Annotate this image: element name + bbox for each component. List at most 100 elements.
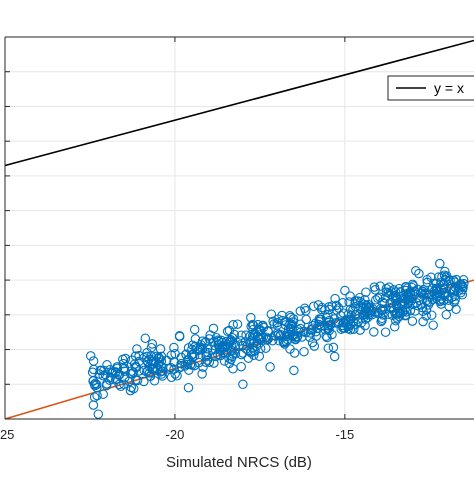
scatter-point: [220, 340, 230, 351]
scatter-point: [378, 310, 388, 320]
scatter-point: [293, 325, 303, 335]
scatter-point: [209, 358, 219, 368]
scatter-point: [119, 363, 130, 373]
scatter-point: [208, 323, 219, 334]
legend-label-identity: y = x: [434, 80, 464, 96]
scatter-point: [140, 333, 151, 344]
scatter-point: [254, 325, 265, 336]
scatter-point: [88, 364, 99, 375]
scatter-point: [85, 351, 96, 361]
scatter-point: [156, 351, 167, 362]
scatter-point: [316, 304, 327, 315]
x-tick-label: -15: [335, 427, 354, 442]
scatter-point: [448, 285, 459, 296]
scatter-point: [440, 275, 451, 285]
scatter-point: [361, 302, 372, 312]
scatter-point: [182, 359, 193, 370]
scatter-point: [330, 293, 340, 304]
scatter-point: [337, 298, 348, 308]
scatter-point: [345, 291, 355, 301]
scatter-point: [273, 314, 283, 324]
grid-lines: [4, 37, 474, 419]
scatter-point: [323, 320, 333, 330]
scatter-point: [308, 301, 319, 312]
scatter-point: [289, 365, 299, 376]
scatter-point: [251, 341, 262, 351]
scatter-point: [238, 379, 248, 390]
scatter-point: [174, 331, 185, 341]
scatter-point: [214, 340, 224, 350]
scatter-point: [156, 366, 167, 376]
scatter-point: [114, 379, 124, 390]
scatter-point: [90, 380, 100, 391]
scatter-point: [297, 332, 307, 342]
scatter-point: [295, 306, 306, 316]
scatter-point: [449, 297, 459, 307]
scatter-point: [183, 382, 194, 393]
scatter-point: [323, 343, 334, 353]
scatter-point: [278, 337, 289, 348]
scatter-point: [391, 296, 401, 306]
scatter-point: [295, 327, 306, 337]
scatter-point: [288, 314, 299, 324]
scatter-point: [439, 287, 450, 298]
scatter-point: [361, 287, 371, 297]
scatter-point: [210, 351, 221, 362]
scatter-point: [213, 335, 223, 345]
scatter-point: [155, 344, 166, 354]
scatter-point: [234, 340, 245, 350]
scatter-point: [118, 358, 129, 369]
scatter-point: [265, 362, 275, 372]
scatter-point: [253, 330, 264, 340]
scatter-point: [166, 372, 177, 383]
scatter-point: [139, 365, 150, 376]
identity-line: [4, 39, 474, 167]
scatter-point: [383, 287, 393, 298]
scatter-point: [243, 353, 254, 363]
scatter-point: [407, 316, 418, 326]
scatter-point: [105, 372, 116, 383]
scatter-point: [418, 306, 428, 317]
scatter-point: [98, 389, 108, 399]
scatter-point: [169, 342, 179, 353]
scatter-point: [277, 315, 288, 326]
scatter-point: [360, 306, 370, 317]
scatter-point: [407, 282, 417, 293]
scatter-point: [301, 306, 311, 316]
scatter-point: [236, 330, 247, 341]
scatter-point: [340, 285, 350, 296]
scatter-point: [213, 349, 223, 360]
scatter-point: [422, 277, 433, 288]
scatter-point: [281, 336, 291, 346]
axes: -25 -20 -15: [0, 36, 474, 442]
scatter-point: [345, 325, 356, 335]
scatter-point: [459, 278, 469, 289]
scatter-point: [414, 268, 424, 279]
scatter-point: [202, 355, 213, 365]
scatter-point: [323, 309, 333, 320]
scatter-point: [306, 325, 317, 335]
scatter-point: [92, 382, 102, 393]
scatter-point: [134, 350, 144, 361]
scatter-point: [120, 353, 131, 364]
scatter-point: [268, 316, 278, 327]
scatter-point: [225, 335, 236, 346]
scatter-point: [289, 348, 300, 358]
scatter-point: [360, 294, 370, 305]
scatter-point: [176, 362, 186, 372]
scatter-point: [181, 349, 191, 360]
scatter-point: [458, 275, 469, 285]
scatter-point: [176, 352, 187, 363]
scatter-point: [436, 277, 446, 288]
scatter-point: [189, 360, 200, 371]
scatter-point: [397, 298, 408, 308]
scatter-points: [85, 258, 469, 419]
scatter-point: [147, 339, 158, 349]
scatter-point: [457, 290, 468, 300]
scatter-point: [408, 299, 418, 310]
scatter-point: [116, 381, 126, 392]
scatter-point: [380, 327, 391, 337]
scatter-point: [369, 282, 380, 292]
scatter-point: [360, 320, 370, 331]
